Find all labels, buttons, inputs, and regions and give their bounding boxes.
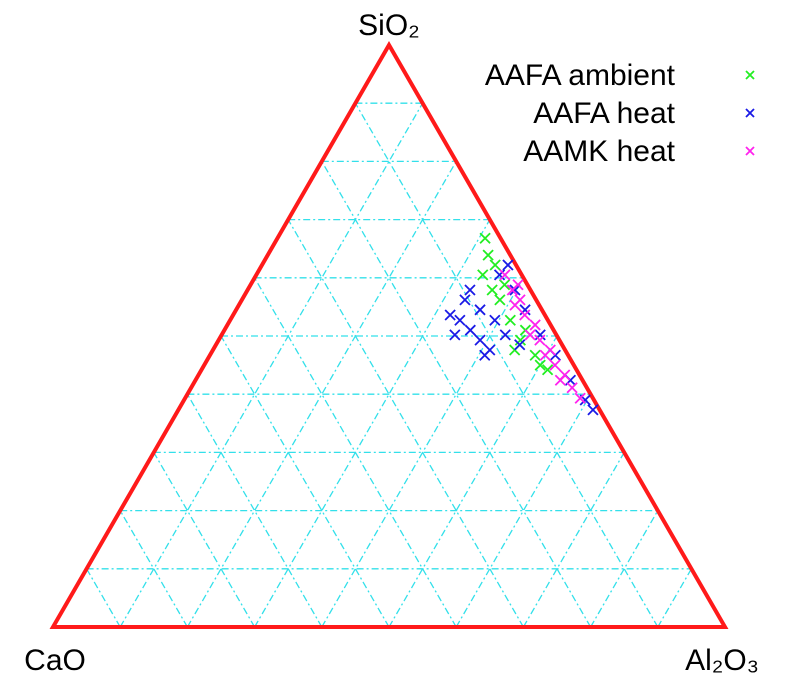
legend-marker xyxy=(745,70,755,80)
data-point xyxy=(454,314,466,326)
grid-line xyxy=(86,568,121,628)
data-point xyxy=(479,349,491,361)
grid-line xyxy=(153,452,256,628)
data-point xyxy=(534,334,546,346)
data-point xyxy=(499,269,511,281)
data-point xyxy=(514,334,527,346)
legend-label: AAFA heat xyxy=(533,97,675,130)
data-point xyxy=(549,359,561,371)
legend-marker xyxy=(745,108,755,118)
data-point xyxy=(477,269,489,281)
data-point xyxy=(509,299,521,311)
grid-line xyxy=(354,102,659,628)
data-point xyxy=(504,314,516,326)
data-point xyxy=(512,279,524,291)
data-point xyxy=(499,329,511,341)
data-point xyxy=(489,314,501,326)
data-point xyxy=(494,294,506,306)
data-point xyxy=(524,329,536,341)
data-point xyxy=(587,404,599,416)
data-point xyxy=(539,349,551,361)
data-point xyxy=(444,309,456,321)
data-point xyxy=(479,232,491,244)
data-point xyxy=(459,294,471,306)
data-point xyxy=(534,329,546,341)
grid-line xyxy=(287,219,524,628)
legend-label: AAMK heat xyxy=(523,135,675,168)
data-point xyxy=(474,334,486,346)
right-axis-label: Al₂O₃ xyxy=(685,644,759,677)
grid-line xyxy=(321,277,524,628)
data-point xyxy=(529,319,541,331)
data-point xyxy=(519,304,531,316)
legend-marker xyxy=(745,146,755,156)
top-axis-label: SiO₂ xyxy=(358,9,420,42)
grid-line xyxy=(522,452,625,628)
grid-line xyxy=(254,277,457,628)
data-point xyxy=(541,364,554,376)
data-point xyxy=(474,304,486,316)
grid-line xyxy=(220,335,390,628)
data-point xyxy=(449,329,461,341)
left-axis-label: CaO xyxy=(24,644,86,677)
data-point xyxy=(493,269,506,281)
data-point xyxy=(534,359,546,371)
data-point xyxy=(566,382,578,394)
data-point xyxy=(554,374,566,386)
data-point xyxy=(464,284,476,296)
data-point xyxy=(529,349,541,361)
data-point xyxy=(574,392,586,404)
legend-label: AAFA ambient xyxy=(485,59,676,92)
data-point xyxy=(489,259,501,271)
data-point xyxy=(486,284,498,296)
grid-line xyxy=(254,219,491,628)
data-point xyxy=(514,339,526,351)
data-point xyxy=(498,279,511,291)
data-point xyxy=(519,309,531,321)
grid-line xyxy=(657,568,692,628)
data-point xyxy=(464,324,476,336)
frame xyxy=(49,40,729,629)
data-point xyxy=(482,249,494,261)
grid-line xyxy=(388,335,558,628)
data-point xyxy=(509,284,521,296)
data-point xyxy=(502,259,514,271)
grid-line xyxy=(119,102,424,628)
